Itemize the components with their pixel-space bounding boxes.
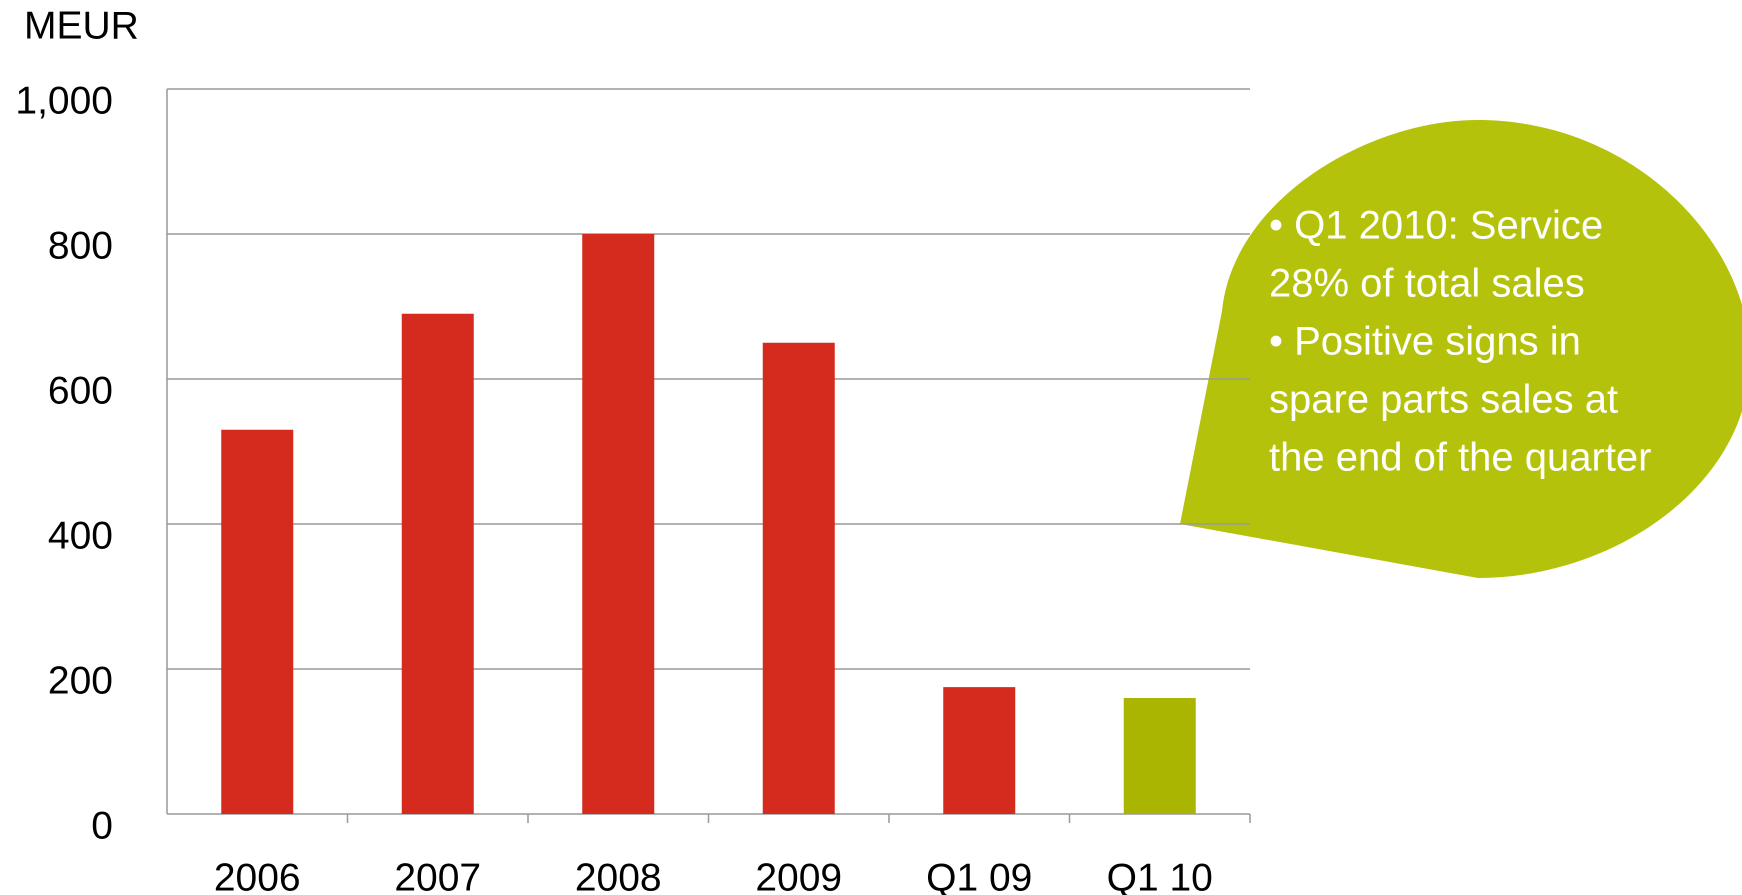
- y-tick-label: 1,000: [15, 79, 113, 122]
- y-tick-label: 600: [48, 369, 113, 412]
- x-tick-label: 2007: [394, 856, 481, 895]
- x-tick-label: 2008: [575, 856, 662, 895]
- x-tick-label: Q1 10: [1107, 856, 1213, 895]
- annotation-line: • Positive signs in: [1269, 320, 1581, 364]
- y-tick-label: 0: [91, 804, 113, 847]
- annotation-line: spare parts sales at: [1269, 378, 1618, 422]
- annotation-line: the end of the quarter: [1269, 436, 1652, 480]
- y-tick-label: 200: [48, 659, 113, 702]
- y-axis-label: MEUR: [24, 4, 139, 47]
- y-tick-label: 800: [48, 224, 113, 267]
- x-tick-label: 2009: [755, 856, 842, 895]
- callout-bubble: [1180, 120, 1742, 578]
- bar: [762, 342, 835, 814]
- annotation-line: 28% of total sales: [1269, 262, 1585, 306]
- bar: [401, 313, 474, 814]
- y-tick-label: 400: [48, 514, 113, 557]
- annotation-line: • Q1 2010: Service: [1269, 204, 1603, 248]
- bar: [943, 687, 1016, 814]
- bar: [1123, 698, 1196, 814]
- x-tick-label: Q1 09: [926, 856, 1032, 895]
- x-tick-label: 2006: [214, 856, 301, 895]
- bar: [221, 429, 294, 814]
- bar: [582, 234, 655, 814]
